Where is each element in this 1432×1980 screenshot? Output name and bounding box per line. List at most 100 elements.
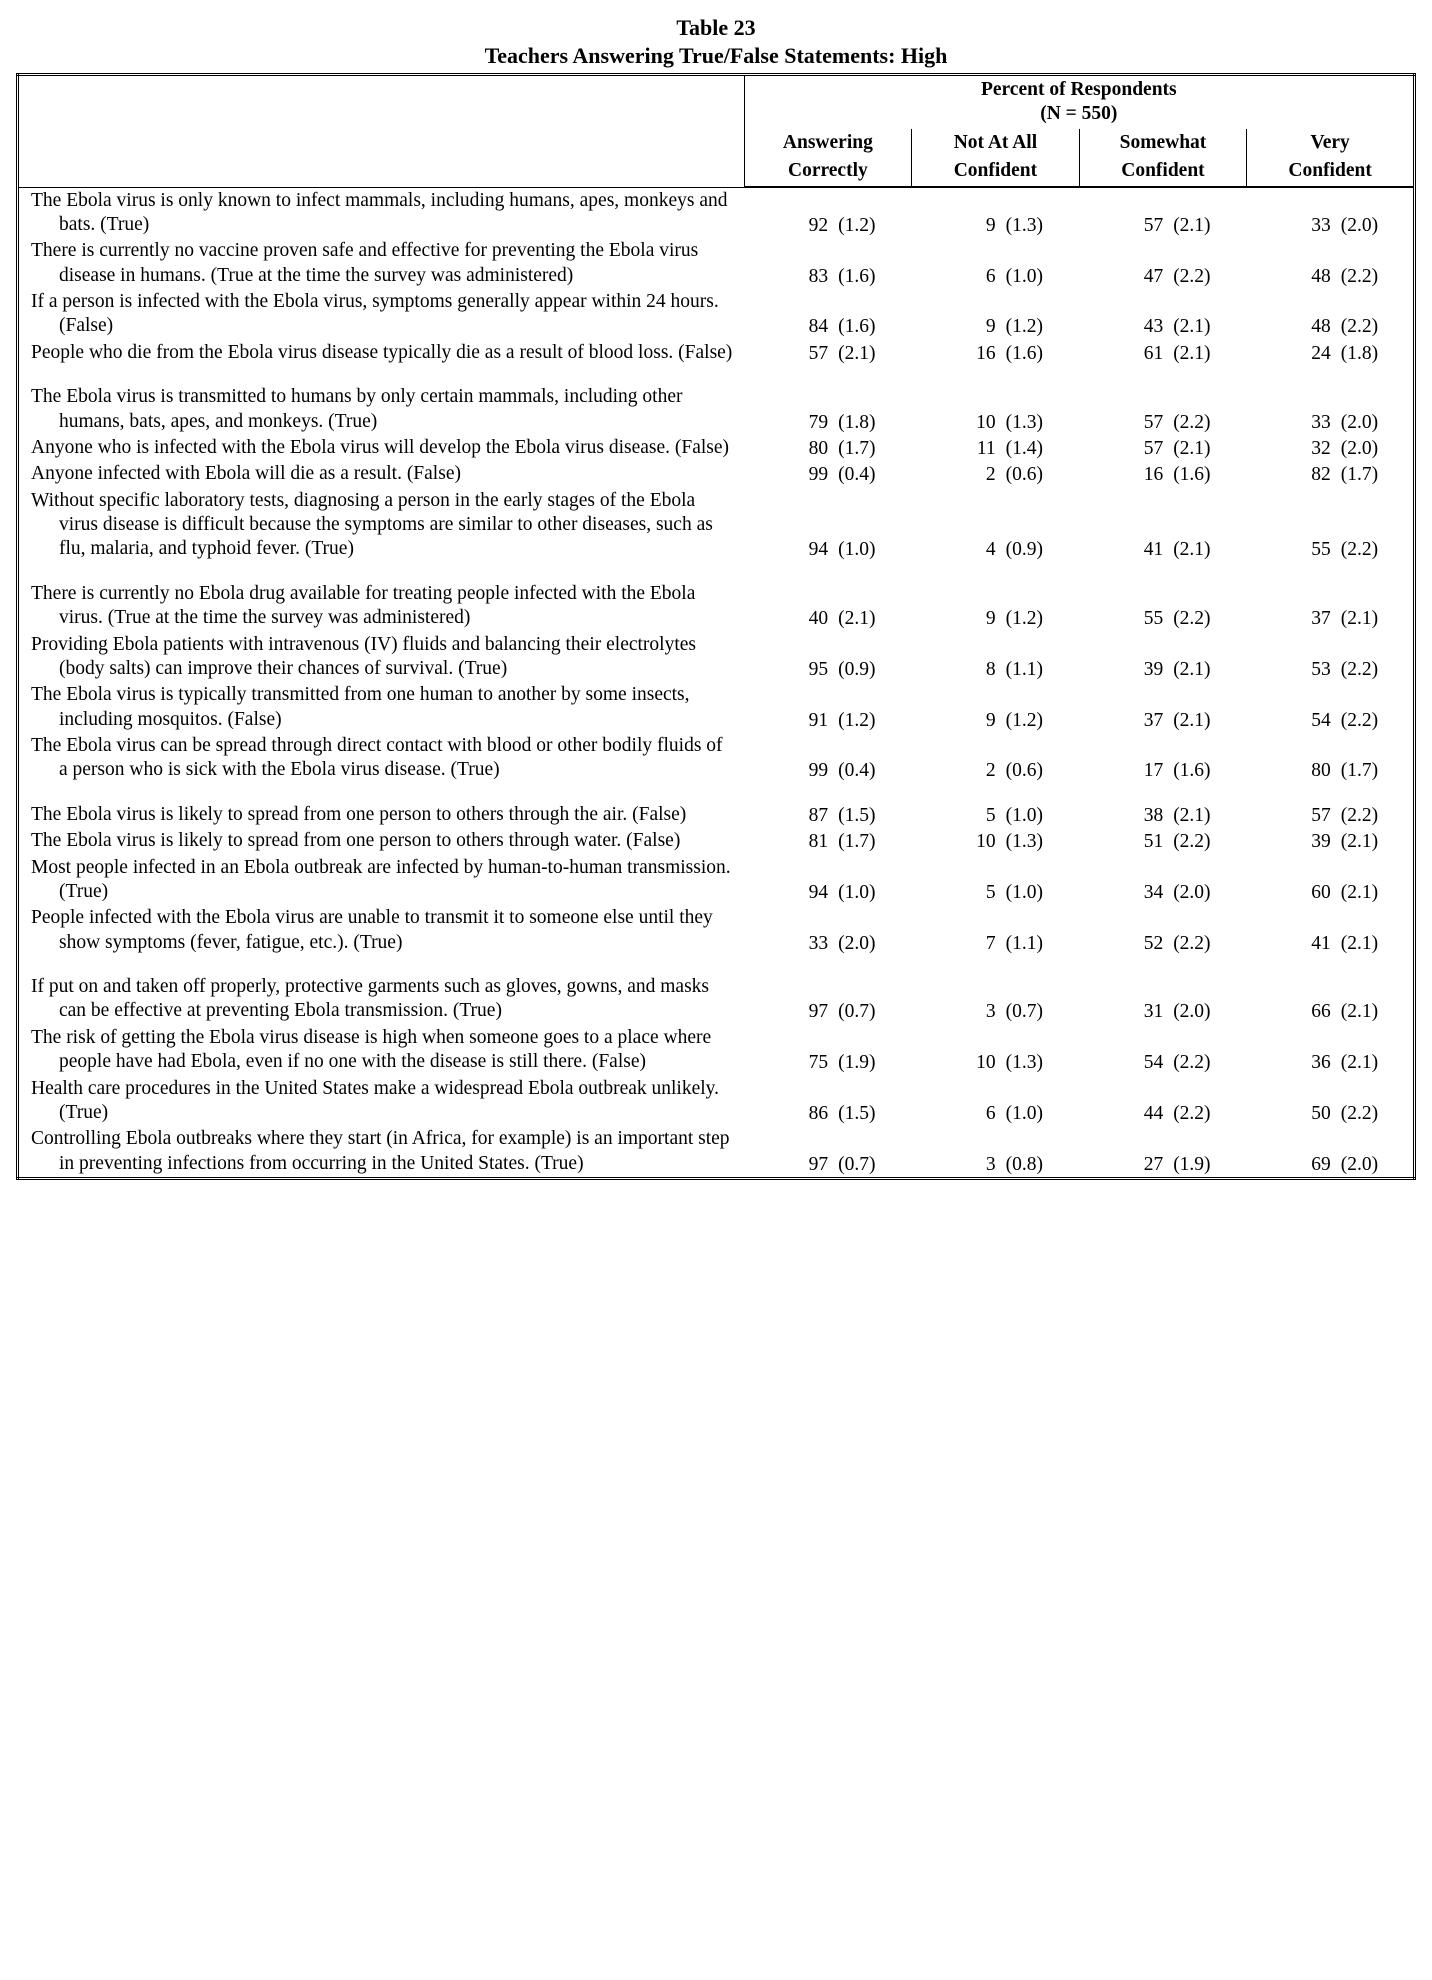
se-cell: (2.2) [1165, 238, 1247, 289]
value-cell: 4 [912, 488, 998, 563]
statement-cell: People who die from the Ebola virus dise… [18, 340, 745, 366]
se-cell: (1.1) [998, 905, 1080, 956]
value-cell: 83 [744, 238, 830, 289]
se-cell: (2.1) [1333, 828, 1415, 854]
group-gap [18, 956, 1415, 974]
col-hdr-3-l2: Confident [1247, 157, 1415, 186]
col-hdr-1-l1: Not At All [912, 129, 1080, 157]
se-cell: (0.9) [830, 632, 912, 683]
value-cell: 80 [744, 435, 830, 461]
value-cell: 9 [912, 581, 998, 632]
se-cell: (2.1) [1333, 905, 1415, 956]
statement-cell: The Ebola virus is transmitted to humans… [18, 384, 745, 435]
se-cell: (1.6) [830, 289, 912, 340]
value-cell: 44 [1079, 1076, 1165, 1127]
table-row: Anyone who is infected with the Ebola vi… [18, 435, 1415, 461]
table-row: Controlling Ebola outbreaks where they s… [18, 1126, 1415, 1178]
statement-cell: Controlling Ebola outbreaks where they s… [18, 1126, 745, 1178]
value-cell: 31 [1079, 974, 1165, 1025]
table-row: Without specific laboratory tests, diagn… [18, 488, 1415, 563]
se-cell: (2.1) [1165, 187, 1247, 238]
table-row: If put on and taken off properly, protec… [18, 974, 1415, 1025]
value-cell: 37 [1079, 682, 1165, 733]
table-row: The Ebola virus is likely to spread from… [18, 802, 1415, 828]
table-row: Providing Ebola patients with intravenou… [18, 632, 1415, 683]
value-cell: 99 [744, 461, 830, 487]
se-cell: (1.2) [998, 289, 1080, 340]
value-cell: 66 [1247, 974, 1333, 1025]
table-row: Most people infected in an Ebola outbrea… [18, 855, 1415, 906]
se-cell: (2.0) [1333, 1126, 1415, 1178]
se-cell: (0.7) [998, 974, 1080, 1025]
value-cell: 33 [744, 905, 830, 956]
value-cell: 47 [1079, 238, 1165, 289]
value-cell: 10 [912, 1025, 998, 1076]
table-row: There is currently no vaccine proven saf… [18, 238, 1415, 289]
table-title: Teachers Answering True/False Statements… [16, 42, 1416, 70]
col-hdr-3-l1: Very [1247, 129, 1415, 157]
se-cell: (1.6) [830, 238, 912, 289]
value-cell: 43 [1079, 289, 1165, 340]
se-cell: (2.2) [1333, 289, 1415, 340]
se-cell: (0.9) [998, 488, 1080, 563]
n-label: (N = 550) [1040, 103, 1117, 124]
se-cell: (1.7) [1333, 733, 1415, 784]
se-cell: (2.1) [1333, 855, 1415, 906]
value-cell: 41 [1079, 488, 1165, 563]
value-cell: 97 [744, 1126, 830, 1178]
statement-cell: Anyone infected with Ebola will die as a… [18, 461, 745, 487]
se-cell: (1.5) [830, 802, 912, 828]
se-cell: (1.7) [830, 828, 912, 854]
value-cell: 79 [744, 384, 830, 435]
value-cell: 39 [1079, 632, 1165, 683]
se-cell: (2.2) [1333, 682, 1415, 733]
value-cell: 57 [1247, 802, 1333, 828]
table-body: The Ebola virus is only known to infect … [18, 187, 1415, 1179]
statement-cell: Anyone who is infected with the Ebola vi… [18, 435, 745, 461]
value-cell: 2 [912, 733, 998, 784]
value-cell: 10 [912, 828, 998, 854]
value-cell: 41 [1247, 905, 1333, 956]
value-cell: 54 [1079, 1025, 1165, 1076]
value-cell: 33 [1247, 187, 1333, 238]
se-cell: (2.2) [1165, 384, 1247, 435]
value-cell: 38 [1079, 802, 1165, 828]
value-cell: 94 [744, 855, 830, 906]
se-cell: (2.2) [1333, 488, 1415, 563]
value-cell: 75 [744, 1025, 830, 1076]
value-cell: 9 [912, 682, 998, 733]
se-cell: (2.1) [1333, 974, 1415, 1025]
value-cell: 53 [1247, 632, 1333, 683]
se-cell: (0.8) [998, 1126, 1080, 1178]
se-cell: (2.1) [1165, 435, 1247, 461]
se-cell: (2.0) [1165, 855, 1247, 906]
value-cell: 40 [744, 581, 830, 632]
value-cell: 24 [1247, 340, 1333, 366]
value-cell: 87 [744, 802, 830, 828]
table-row: Anyone infected with Ebola will die as a… [18, 461, 1415, 487]
table-row: The Ebola virus is transmitted to humans… [18, 384, 1415, 435]
statement-cell: Without specific laboratory tests, diagn… [18, 488, 745, 563]
se-cell: (0.6) [998, 461, 1080, 487]
statement-cell: The Ebola virus is likely to spread from… [18, 802, 745, 828]
value-cell: 54 [1247, 682, 1333, 733]
statement-cell: If a person is infected with the Ebola v… [18, 289, 745, 340]
value-cell: 50 [1247, 1076, 1333, 1127]
se-cell: (1.2) [830, 187, 912, 238]
se-cell: (2.2) [1333, 1076, 1415, 1127]
table-row: The Ebola virus is likely to spread from… [18, 828, 1415, 854]
table-row: The Ebola virus can be spread through di… [18, 733, 1415, 784]
statement-cell: Health care procedures in the United Sta… [18, 1076, 745, 1127]
group-gap [18, 563, 1415, 581]
se-cell: (2.2) [1165, 1025, 1247, 1076]
value-cell: 57 [1079, 384, 1165, 435]
value-cell: 36 [1247, 1025, 1333, 1076]
value-cell: 81 [744, 828, 830, 854]
table-row: People who die from the Ebola virus dise… [18, 340, 1415, 366]
se-cell: (1.0) [830, 488, 912, 563]
se-cell: (2.0) [1165, 974, 1247, 1025]
value-cell: 51 [1079, 828, 1165, 854]
value-cell: 48 [1247, 238, 1333, 289]
se-cell: (0.4) [830, 733, 912, 784]
se-cell: (1.9) [830, 1025, 912, 1076]
